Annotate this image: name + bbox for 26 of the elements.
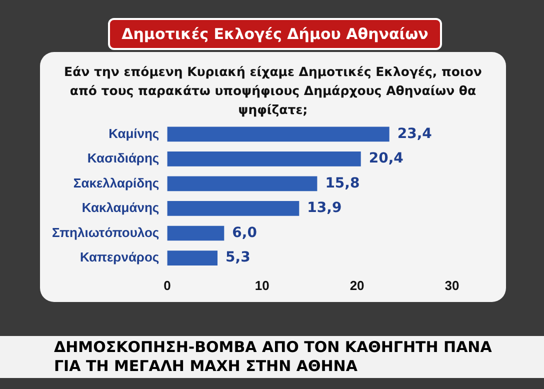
x-tick-label: 0 [164,278,171,293]
chart-title: Δημοτικές Εκλογές Δήμου Αθηναίων [108,18,442,50]
text: ΓΙΑ ΤΗ ΜΕΓΑΛΗ ΜΑΧΗ ΣΤΗΝ ΑΘΗΝΑ [54,357,358,376]
data-label: 6,0 [232,224,258,241]
bar [167,152,361,166]
text: ΔΗΜΟΣΚΟΠΗΣΗ-ΒΟΜΒΑ ΑΠΟ ΤΟΝ ΚΑΘΗΓΗΤΗ ΠΑΝΑ [54,338,493,357]
chart-subtitle: Εάν την επόμενη Κυριακή είχαμε Δημοτικές Εκλογές, ποιον από τους παρακάτω υποψήφιους Δημάρχους Αθηναίων θα ψηφίζατε; [63,63,483,119]
x-tick-label: 10 [254,278,270,293]
data-label: 20,4 [368,150,404,167]
data-label: 15,8 [325,175,360,192]
y-tick-label: Σακελλαρίδης [73,175,160,190]
y-tick-label: Καπερνάρος [80,250,160,265]
bar [167,176,318,192]
bar [167,226,224,241]
y-tick-label: Σπηλιωτόπουλος [52,224,160,240]
bar [167,250,218,266]
x-tick-label: 20 [350,278,364,293]
y-tick-label: Κακλαμάνης [82,200,160,216]
bar [167,201,300,216]
data-label: 13,9 [307,200,342,216]
data-label: 23,4 [397,126,432,142]
x-tick-label: 30 [444,278,460,293]
y-tick-label: Καμίνης [108,126,160,141]
bar [167,126,390,142]
y-tick-label: Κασιδιάρης [87,150,160,166]
data-label: 5,3 [226,250,250,266]
